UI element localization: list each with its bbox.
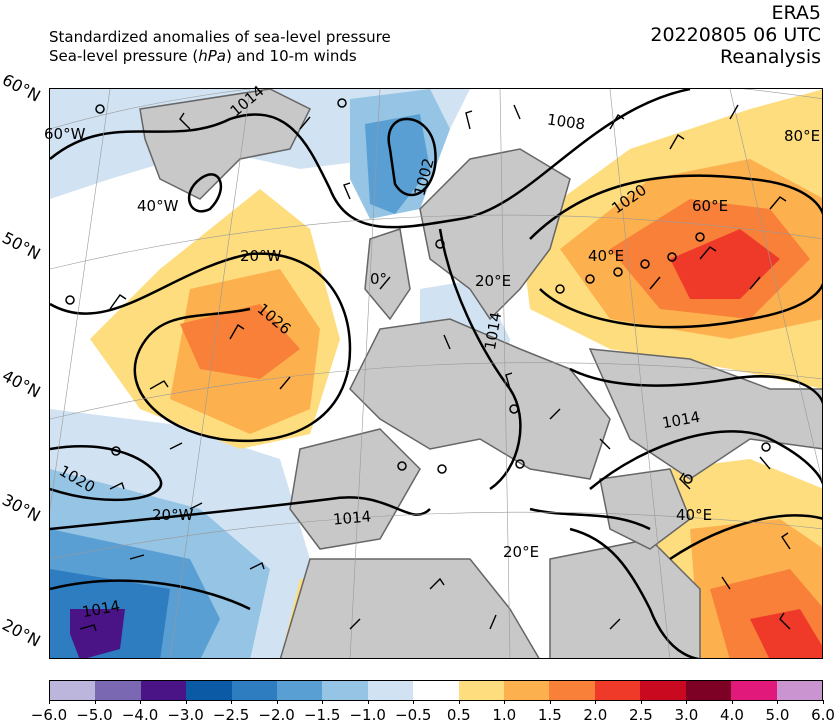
colorbar-tick-mark xyxy=(185,700,187,704)
colorbar-segment xyxy=(776,681,822,700)
lon-label: 20°E xyxy=(475,272,512,290)
colorbar-tick-mark xyxy=(413,700,415,704)
isobars xyxy=(50,89,822,658)
colorbar-segment xyxy=(549,681,595,700)
colorbar-tick-label: −6.0 xyxy=(30,706,68,724)
colorbar-segment xyxy=(277,681,323,700)
colorbar-segment xyxy=(322,681,368,700)
colorbar-tick-label: 5.0 xyxy=(765,706,790,724)
colorbar-tick-label: 2.0 xyxy=(583,706,608,724)
product-label: Reanalysis xyxy=(720,46,821,68)
colorbar-tick-label: 1.5 xyxy=(537,706,562,724)
lon-label: 20°W xyxy=(152,506,194,524)
colorbar-tick-label: 2.5 xyxy=(628,706,653,724)
colorbar-tick-label: 4.0 xyxy=(720,706,744,724)
colorbar-tick-mark xyxy=(458,700,460,704)
colorbar-tick-mark xyxy=(367,700,369,704)
colorbar-segment xyxy=(458,681,505,700)
lon-label: 40°E xyxy=(676,506,713,524)
title-line-1: Standardized anomalies of sea-level pres… xyxy=(49,28,391,46)
lon-label: 20°E xyxy=(503,543,540,561)
colorbar-tick-label: −3.0 xyxy=(167,706,204,724)
colorbar-tick-mark xyxy=(322,700,324,704)
colorbar-tick-mark xyxy=(504,700,506,704)
colorbar-segment xyxy=(186,681,232,700)
colorbar-tick-mark xyxy=(823,700,824,704)
colorbar-tick-mark xyxy=(549,700,551,704)
lon-label: 60°W xyxy=(44,125,86,143)
colorbar-segment xyxy=(140,681,187,700)
figure-title: Standardized anomalies of sea-level pres… xyxy=(49,28,391,66)
colorbar-tick-label: −2.0 xyxy=(258,706,295,724)
colorbar-segment xyxy=(367,681,414,700)
lat-label-20n: 20°N xyxy=(0,615,44,651)
colorbar-segment xyxy=(231,681,278,700)
figure-info: ERA5 20220805 06 UTC Reanalysis xyxy=(650,2,821,68)
colorbar-tick-mark xyxy=(276,700,278,704)
colorbar xyxy=(49,680,823,701)
colorbar-tick-mark xyxy=(595,700,597,704)
isobar-label: 1014 xyxy=(332,507,372,529)
lon-label: 60°E xyxy=(692,197,729,215)
colorbar-tick-mark xyxy=(777,700,779,704)
colorbar-segment xyxy=(50,681,96,700)
calm-markers xyxy=(65,98,771,484)
colorbar-segment xyxy=(95,681,141,700)
lon-label: 40°W xyxy=(137,197,179,215)
lat-label-30n: 30°N xyxy=(0,490,44,526)
lat-label-60n: 60°N xyxy=(0,70,44,106)
colorbar-tick-mark xyxy=(49,700,50,704)
colorbar-tick-mark xyxy=(94,700,96,704)
colorbar-segment xyxy=(504,681,550,700)
colorbar-tick-mark xyxy=(140,700,142,704)
colorbar-tick-label: −4.0 xyxy=(121,706,159,724)
colorbar-tick-label: 3.0 xyxy=(674,706,699,724)
colorbar-tick-label: −1.0 xyxy=(349,706,386,724)
lon-label: 0° xyxy=(370,270,388,288)
colorbar-tick-label: −1.5 xyxy=(303,706,341,724)
colorbar-tick-label: 6.0 xyxy=(811,706,834,724)
lon-label: 80°E xyxy=(784,127,821,145)
colorbar-segment xyxy=(594,681,641,700)
colorbar-segment xyxy=(685,681,732,700)
graticule xyxy=(50,89,822,658)
title-line-2: Sea-level pressure (hPa) and 10-m winds xyxy=(49,47,357,65)
colorbar-tick-label: −0.5 xyxy=(395,706,432,724)
dataset-label: ERA5 xyxy=(771,2,821,24)
colorbar-segment xyxy=(640,681,686,700)
lon-label: 40°E xyxy=(588,247,625,265)
datetime-label: 20220805 06 UTC xyxy=(650,24,821,46)
map-panel xyxy=(49,88,823,659)
colorbar-tick-label: 1.0 xyxy=(492,706,517,724)
lat-label-50n: 50°N xyxy=(0,228,44,264)
colorbar-tick-mark xyxy=(231,700,233,704)
colorbar-tick-label: 0.5 xyxy=(446,706,471,724)
colorbar-tick-mark xyxy=(731,700,733,704)
colorbar-tick-label: −2.5 xyxy=(212,706,250,724)
colorbar-tick-label: −5.0 xyxy=(76,706,113,724)
wind-barbs xyxy=(79,104,791,632)
colorbar-segment xyxy=(413,681,459,700)
colorbar-segment xyxy=(731,681,777,700)
lat-label-40n: 40°N xyxy=(0,366,44,402)
colorbar-tick-mark xyxy=(640,700,642,704)
colorbar-tick-mark xyxy=(686,700,688,704)
lon-label: 20°W xyxy=(240,247,282,265)
